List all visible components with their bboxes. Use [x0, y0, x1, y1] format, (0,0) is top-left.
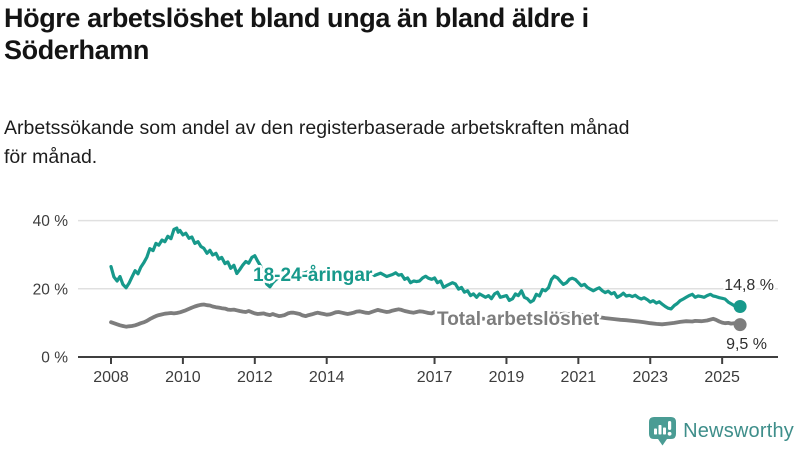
y-tick-label-40: 40 % — [33, 213, 69, 230]
y-tick-label-0: 0 % — [41, 350, 68, 367]
page-title-line-2: Söderhamn — [4, 35, 149, 66]
end-value-label-youth: 14,8 % — [724, 277, 774, 294]
page-title-line-1: Högre arbetslöshet bland unga än bland ä… — [4, 3, 589, 33]
end-dot-youth — [733, 300, 747, 313]
x-tick-label-2010: 2010 — [165, 369, 201, 386]
x-tick-label-2017: 2017 — [417, 369, 453, 386]
y-tick-label-20: 20 % — [33, 281, 69, 298]
series-label-youth: 18-24-åringar — [253, 265, 373, 286]
x-tick-label-2008: 2008 — [93, 369, 129, 386]
end-value-label-total: 9,5 % — [726, 336, 767, 353]
x-tick-label-2025: 2025 — [704, 369, 740, 386]
unemployment-line-chart: 18-24-åringar Total arbetslöshet 14,8 % 9,5… — [33, 213, 778, 386]
series-label-total: Total arbetslöshet — [437, 309, 600, 330]
x-tick-label-2014: 2014 — [309, 369, 345, 386]
series-line-total — [109, 302, 742, 329]
page-title: Högre arbetslöshet bland unga än bland ä… — [4, 2, 784, 67]
chart-subtitle: Arbetssökande som andel av den registerb… — [4, 114, 794, 173]
newsworthy-branding: Newsworthy — [649, 417, 794, 446]
end-dot-total — [733, 318, 747, 332]
x-tick-label-2021: 2021 — [561, 369, 597, 386]
bar-chart-speech-bubble-icon — [649, 417, 677, 446]
x-tick-label-2019: 2019 — [489, 369, 525, 386]
chart-subtitle-line-2: för månad. — [4, 146, 98, 169]
chart-subtitle-line-1: Arbetssökande som andel av den registerb… — [4, 117, 630, 139]
brand-name: Newsworthy — [683, 420, 794, 442]
series-line-youth — [109, 226, 742, 311]
x-tick-label-2012: 2012 — [237, 369, 273, 386]
x-tick-label-2023: 2023 — [632, 369, 668, 386]
